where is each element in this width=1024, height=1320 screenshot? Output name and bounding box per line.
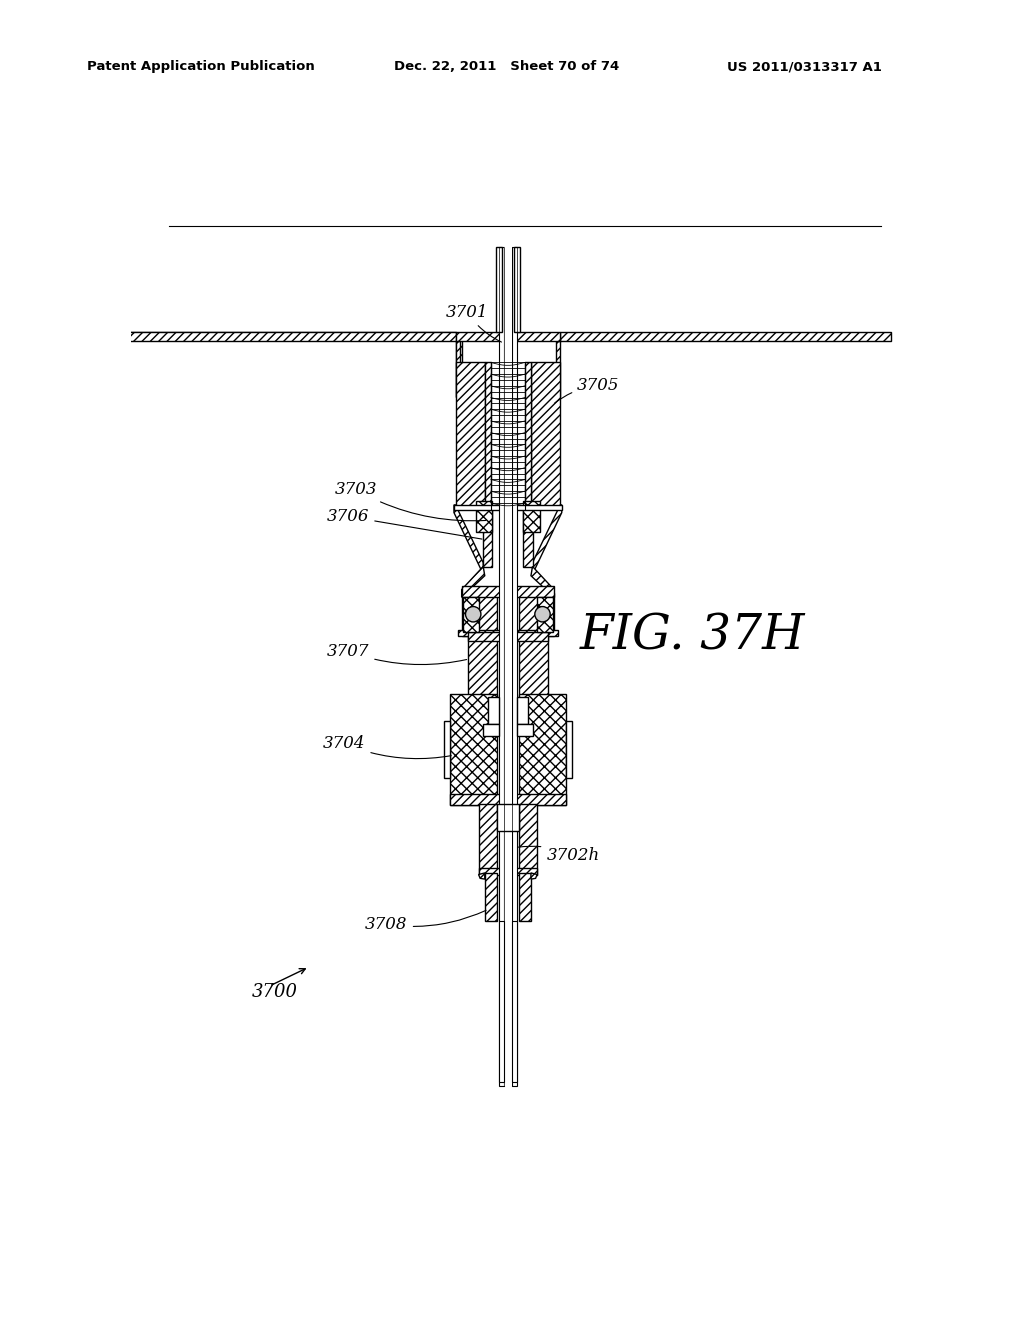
Bar <box>518 632 548 697</box>
Bar <box>518 594 554 636</box>
Bar <box>499 921 504 1082</box>
Bar <box>475 502 493 532</box>
Bar <box>456 363 484 508</box>
Polygon shape <box>478 873 484 879</box>
Text: US 2011/0313317 A1: US 2011/0313317 A1 <box>727 59 882 73</box>
Text: 3705: 3705 <box>555 378 620 403</box>
Bar <box>565 721 571 779</box>
Bar <box>478 804 497 874</box>
Bar <box>524 363 531 508</box>
Bar <box>478 869 538 875</box>
Bar <box>468 632 497 697</box>
Bar <box>518 693 565 805</box>
Polygon shape <box>532 506 562 574</box>
Polygon shape <box>462 566 484 597</box>
Text: 3701: 3701 <box>446 304 502 342</box>
Bar <box>497 804 518 830</box>
Bar <box>444 721 451 779</box>
Bar <box>484 363 490 508</box>
Text: 3700: 3700 <box>252 983 298 1002</box>
Bar <box>454 506 562 510</box>
Bar <box>517 697 528 725</box>
Polygon shape <box>531 566 554 597</box>
Bar <box>518 873 531 921</box>
Text: 3703: 3703 <box>335 480 485 521</box>
Bar <box>462 594 497 636</box>
Polygon shape <box>124 331 460 397</box>
Bar <box>518 804 538 874</box>
Text: 3708: 3708 <box>366 911 486 933</box>
Bar <box>523 502 541 532</box>
Bar <box>499 247 504 1086</box>
Bar <box>538 597 553 632</box>
Text: 3704: 3704 <box>323 735 452 759</box>
Polygon shape <box>454 506 483 574</box>
Bar <box>523 508 532 566</box>
Bar <box>484 873 497 921</box>
Bar <box>483 725 499 737</box>
Bar <box>456 331 560 341</box>
Bar <box>512 247 517 1086</box>
Bar <box>458 630 558 636</box>
Circle shape <box>535 607 550 622</box>
Text: 3702h: 3702h <box>518 846 600 863</box>
Bar <box>451 693 497 805</box>
Circle shape <box>466 607 481 622</box>
Bar <box>462 586 554 597</box>
Text: Patent Application Publication: Patent Application Publication <box>87 59 314 73</box>
Bar <box>531 363 560 508</box>
Bar <box>504 247 512 1086</box>
Polygon shape <box>531 873 538 879</box>
Polygon shape <box>556 331 891 397</box>
Text: FIG. 37H: FIG. 37H <box>580 612 806 659</box>
Bar <box>451 793 565 805</box>
Bar <box>514 247 520 331</box>
Bar <box>496 247 502 331</box>
Text: 3706: 3706 <box>327 508 482 539</box>
Bar <box>487 697 499 725</box>
Bar <box>512 921 517 1082</box>
Polygon shape <box>124 331 462 397</box>
Bar <box>483 508 493 566</box>
Bar <box>517 725 532 737</box>
Bar <box>468 632 548 642</box>
Text: 3707: 3707 <box>327 643 467 664</box>
Text: Dec. 22, 2011   Sheet 70 of 74: Dec. 22, 2011 Sheet 70 of 74 <box>394 59 620 73</box>
Bar <box>463 597 478 632</box>
